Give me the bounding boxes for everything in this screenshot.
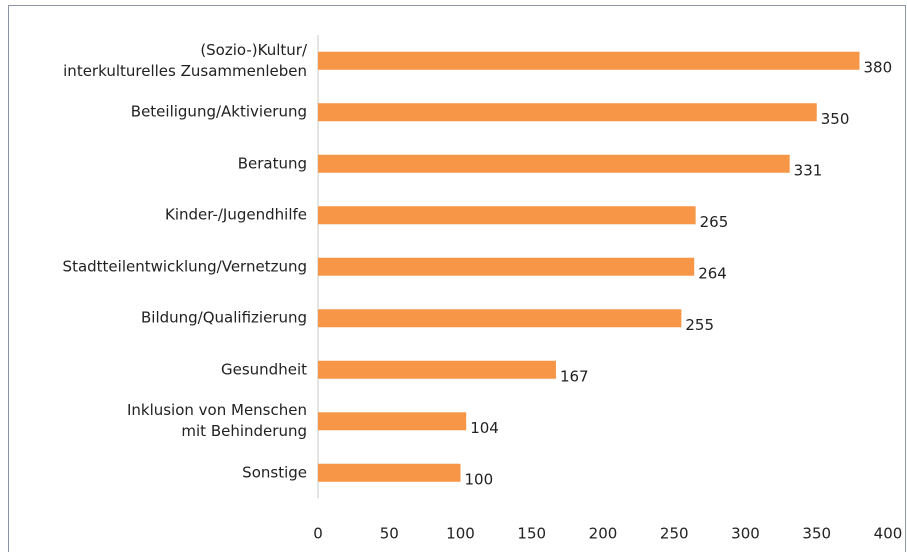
x-tick-label: 100 [446, 525, 475, 543]
data-label: 331 [794, 161, 823, 179]
category-label: Bildung/Qualifizierung [141, 308, 307, 327]
x-tick-label: 300 [731, 525, 760, 543]
data-label: 264 [698, 264, 727, 282]
x-tick-label: 150 [517, 525, 546, 543]
data-label: 255 [685, 316, 714, 334]
category-label: Beteiligung/Aktivierung [130, 102, 307, 121]
bar [318, 103, 817, 122]
frame [8, 5, 906, 552]
category-label: (Sozio-)Kultur/ interkulturelles Zusamme… [63, 40, 307, 80]
data-label: 265 [700, 213, 729, 231]
data-label: 104 [470, 419, 499, 437]
category-label: Beratung [237, 154, 307, 173]
data-label: 167 [560, 367, 589, 385]
bar [318, 412, 467, 431]
category-label: Gesundheit [221, 360, 307, 379]
bar [318, 360, 556, 379]
category-label: Kinder-/Jugendhilfe [165, 205, 307, 224]
bar [318, 51, 860, 70]
data-label: 380 [864, 58, 893, 76]
category-label: Stadtteilentwicklung/Vernetzung [62, 257, 307, 276]
bar [318, 257, 695, 276]
bar [318, 463, 461, 482]
x-tick-label: 50 [380, 525, 399, 543]
x-tick-label: 0 [313, 525, 323, 543]
x-tick-label: 350 [802, 525, 831, 543]
data-label: 350 [821, 110, 850, 128]
x-tick-label: 250 [660, 525, 689, 543]
data-label: 100 [465, 470, 494, 488]
x-tick-label: 200 [589, 525, 618, 543]
category-label: Sonstige [242, 463, 307, 482]
x-tick-label: 400 [874, 525, 903, 543]
bar [318, 206, 696, 225]
bar [318, 154, 790, 173]
bar [318, 309, 682, 328]
category-label: Inklusion von Menschen mit Behinderung [126, 401, 307, 441]
